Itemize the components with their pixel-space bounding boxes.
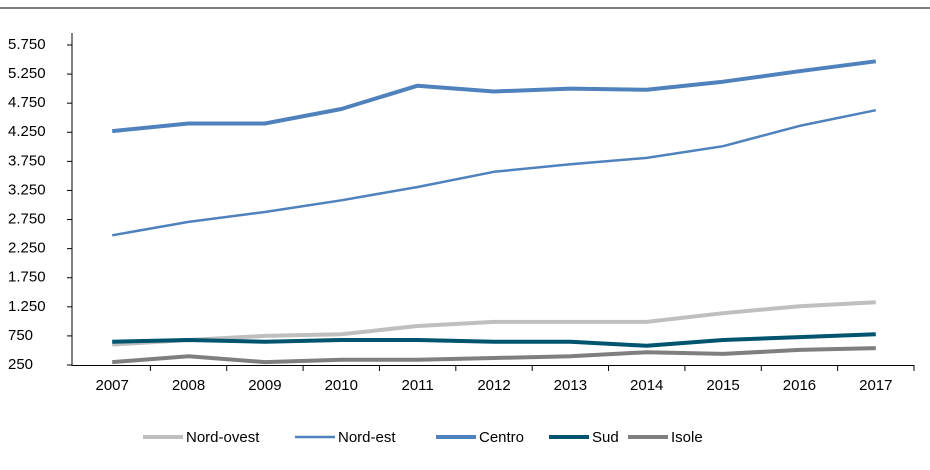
legend-label: Isole bbox=[671, 429, 703, 446]
series-line bbox=[111, 108, 877, 237]
y-tick-label: 1.250 bbox=[8, 298, 46, 315]
y-tick-label: 750 bbox=[8, 327, 33, 344]
y-tick-label: 5.750 bbox=[8, 36, 46, 53]
y-tick-label: 4.750 bbox=[8, 94, 46, 111]
series-line bbox=[112, 59, 877, 134]
x-tick-label: 2012 bbox=[477, 377, 510, 394]
x-tick-label: 2011 bbox=[402, 377, 434, 394]
x-tick-label: 2008 bbox=[172, 377, 205, 394]
y-tick-label: 4.250 bbox=[8, 123, 46, 140]
x-tick-label: 2010 bbox=[325, 377, 358, 394]
legend-label: Centro bbox=[479, 429, 524, 446]
series-line bbox=[112, 300, 876, 347]
x-tick-label: 2007 bbox=[95, 377, 128, 394]
y-tick-label: 3.750 bbox=[8, 152, 46, 169]
series-line bbox=[112, 332, 876, 348]
x-tick-label: 2014 bbox=[630, 377, 663, 394]
y-tick-label: 250 bbox=[8, 356, 33, 373]
legend-label: Sud bbox=[592, 429, 619, 446]
y-tick-label: 1.750 bbox=[8, 269, 46, 286]
x-tick-label: 2009 bbox=[248, 377, 281, 394]
x-tick-label: 2017 bbox=[859, 377, 892, 394]
x-tick-label: 2015 bbox=[706, 377, 739, 394]
series-line bbox=[112, 346, 876, 365]
x-tick-label: 2016 bbox=[783, 377, 816, 394]
legend-label: Nord-ovest bbox=[186, 429, 260, 446]
x-tick-label: 2013 bbox=[554, 377, 587, 394]
legend-label: Nord-est bbox=[338, 429, 396, 446]
y-tick-label: 3.250 bbox=[8, 181, 46, 198]
y-tick-label: 2.250 bbox=[8, 240, 46, 257]
y-tick-label: 2.750 bbox=[8, 211, 46, 228]
y-tick-label: 5.250 bbox=[8, 65, 46, 82]
